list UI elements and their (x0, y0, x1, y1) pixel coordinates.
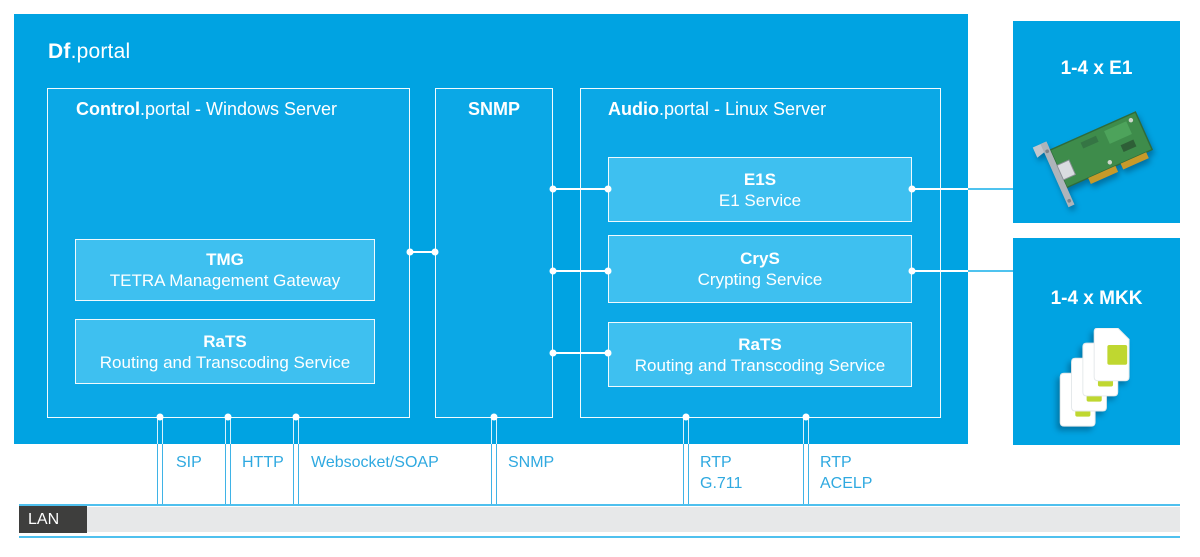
df-portal-title-rest: .portal (70, 40, 131, 63)
protocol-label-http: HTTP (242, 452, 284, 473)
lan-label: LAN (19, 506, 87, 533)
protocol-label-rtp-acelp: RTP ACELP (820, 452, 872, 494)
connector-line-snmp-e1s (553, 188, 608, 190)
connector-line-snmp-rats (553, 352, 608, 354)
connector-line-control-snmp (410, 251, 435, 253)
protocol-label-sip: SIP (176, 452, 202, 473)
connector-dot (604, 267, 612, 275)
df-portal-box: Df.portal Control.portal - Windows Serve… (14, 14, 968, 444)
lan-connector-websocket (293, 417, 299, 444)
lan-bus-bottom-line (19, 536, 1180, 538)
lan-connector-rtp-acelp (803, 417, 809, 444)
protocol-line: SNMP (508, 454, 555, 471)
service-box-e1s: E1S E1 Service (608, 157, 912, 222)
connector-dot (908, 267, 916, 275)
service-name: Routing and Transcoding Service (99, 352, 351, 372)
connector-line-crys-hardware (968, 270, 1013, 272)
control-server-box: Control.portal - Windows Server TMG TETR… (47, 88, 410, 418)
control-title-rest: .portal - Windows Server (139, 99, 338, 119)
lan-connector-rtp-g711 (683, 417, 689, 444)
service-box-crys: CryS Crypting Service (608, 235, 912, 303)
connector-dot (406, 248, 414, 256)
connector-line-crys-out (912, 270, 968, 272)
lan-bus-bar (19, 507, 1180, 532)
protocol-label-snmp: SNMP (508, 452, 554, 473)
service-abbr: RaTS (203, 331, 247, 351)
lan-connector-rtp-acelp (803, 444, 809, 504)
service-box-rats-control: RaTS Routing and Transcoding Service (75, 319, 375, 384)
protocol-label-websocket-soap: Websocket/SOAP (311, 452, 439, 473)
lan-connector-http (225, 417, 231, 444)
connector-dot (549, 267, 557, 275)
connector-dot (490, 413, 498, 421)
pci-card-icon (1032, 111, 1154, 208)
protocol-line: ACELP (820, 475, 873, 492)
hardware-box-e1: 1-4 x E1 (1013, 21, 1180, 223)
df-portal-title-bold: Df (48, 40, 71, 63)
protocol-line: RTP (700, 454, 732, 471)
hardware-box-mkk: 1-4 x MKK (1013, 238, 1180, 445)
connector-line-e1s-out (912, 188, 968, 190)
lan-connector-sip (157, 417, 163, 444)
connector-dot (549, 185, 557, 193)
service-abbr: TMG (206, 250, 244, 269)
connector-dot (682, 413, 690, 421)
service-abbr: CryS (740, 249, 780, 268)
lan-connector-http (225, 444, 231, 504)
protocol-line: HTTP (242, 454, 284, 471)
lan-connector-sip (157, 444, 163, 504)
connector-dot (156, 413, 164, 421)
lan-connector-snmp (491, 444, 497, 504)
connector-dot (802, 413, 810, 421)
connector-dot (908, 185, 916, 193)
service-name: E1 Service (718, 190, 802, 210)
hardware-label-e1: 1-4 x E1 (1060, 58, 1133, 79)
connector-dot (224, 413, 232, 421)
connector-dot (431, 248, 439, 256)
control-server-title: Control.portal - Windows Server (76, 99, 337, 120)
service-abbr: E1S (743, 169, 777, 189)
audio-server-title: Audio.portal - Linux Server (608, 99, 826, 120)
snmp-box: SNMP (435, 88, 553, 418)
service-name: Crypting Service (697, 270, 823, 289)
hardware-label-mkk: 1-4 x MKK (1050, 288, 1143, 309)
lan-connector-websocket (293, 444, 299, 504)
audio-server-box: Audio.portal - Linux Server E1S E1 Servi… (580, 88, 941, 418)
service-abbr: RaTS (738, 334, 782, 354)
service-box-tmg: TMG TETRA Management Gateway (75, 239, 375, 301)
lan-connector-rtp-g711 (683, 444, 689, 504)
lan-bus-top-line (19, 504, 1180, 506)
service-box-rats-audio: RaTS Routing and Transcoding Service (608, 322, 912, 387)
protocol-line: SIP (176, 454, 202, 471)
connector-dot (604, 349, 612, 357)
connector-line-e1s-hardware (968, 188, 1013, 190)
df-portal-title: Df.portal (48, 40, 130, 64)
snmp-title: SNMP (467, 99, 520, 119)
protocol-label-rtp-g711: RTP G.711 (700, 452, 742, 494)
service-name: Routing and Transcoding Service (634, 355, 886, 375)
protocol-line: Websocket/SOAP (311, 454, 439, 471)
connector-dot (549, 349, 557, 357)
protocol-line: G.711 (700, 475, 743, 492)
lan-connector-snmp (491, 417, 497, 444)
service-name: TETRA Management Gateway (109, 271, 341, 290)
audio-title-bold: Audio (608, 99, 659, 119)
connector-dot (292, 413, 300, 421)
protocol-line: RTP (820, 454, 852, 471)
connector-line-snmp-crys (553, 270, 608, 272)
connector-dot (604, 185, 612, 193)
sim-cards-icon (1059, 328, 1130, 427)
audio-title-rest: .portal - Linux Server (659, 99, 827, 119)
control-title-bold: Control (76, 99, 140, 119)
